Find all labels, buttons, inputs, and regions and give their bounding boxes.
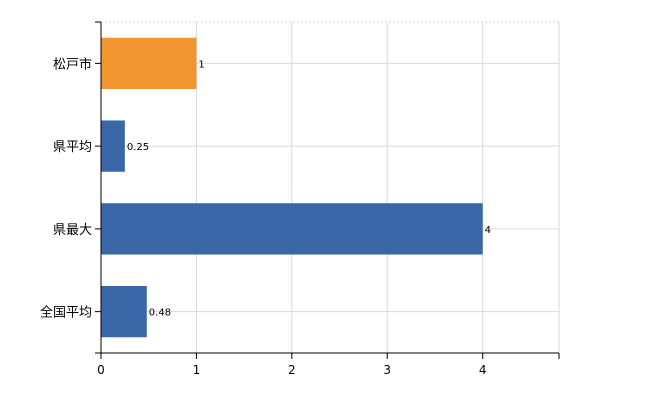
axes (95, 21, 560, 359)
data-label: 1 (198, 59, 204, 70)
x-tick-label: 2 (288, 363, 296, 377)
bar (101, 203, 483, 255)
data-label: 0.48 (149, 308, 171, 319)
category-label: 県最大 (53, 223, 92, 238)
category-label: 松戸市 (53, 56, 92, 72)
category-label: 県平均 (53, 140, 92, 155)
category-label: 全国平均 (40, 305, 92, 321)
data-label: 4 (485, 225, 491, 236)
x-tick-label: 4 (479, 363, 487, 377)
bar (101, 120, 125, 172)
bars (101, 37, 483, 338)
data-label: 0.25 (127, 142, 149, 153)
x-tick-label: 3 (383, 363, 391, 377)
bar (101, 285, 147, 338)
x-tick-label: 0 (97, 363, 105, 377)
x-tick-label: 1 (193, 363, 201, 377)
bar (101, 37, 197, 90)
